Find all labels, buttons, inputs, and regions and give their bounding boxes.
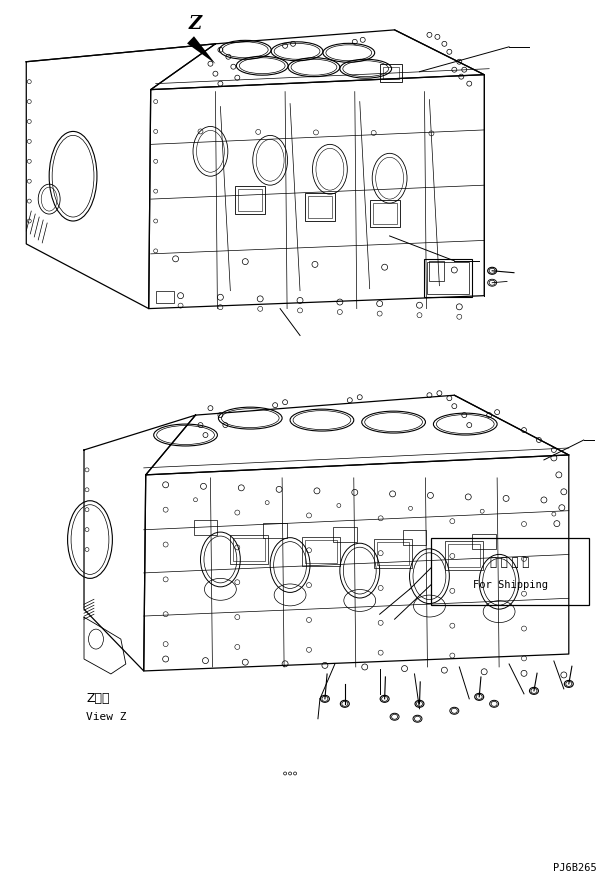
Bar	[263, 523, 287, 538]
Bar	[472, 534, 496, 549]
Bar	[156, 290, 174, 303]
Bar	[445, 541, 483, 571]
Bar	[430, 261, 444, 281]
Polygon shape	[187, 36, 216, 64]
Bar	[305, 540, 337, 564]
Bar	[403, 530, 426, 545]
Bar	[230, 535, 268, 565]
Text: Z: Z	[189, 15, 202, 33]
Bar	[425, 258, 472, 296]
Bar	[194, 519, 218, 535]
Bar	[333, 527, 357, 542]
Bar	[302, 536, 340, 566]
Bar	[374, 539, 412, 568]
Bar	[308, 196, 332, 218]
Text: PJ6B265: PJ6B265	[553, 863, 597, 873]
Bar	[431, 537, 589, 605]
Text: Z　視: Z 視	[86, 692, 109, 705]
Bar	[238, 189, 262, 211]
Text: For Shipping: For Shipping	[472, 581, 547, 590]
Bar	[233, 537, 265, 561]
Bar	[370, 200, 400, 227]
Bar	[373, 203, 397, 225]
Bar	[382, 66, 398, 79]
Bar	[235, 186, 265, 214]
Bar	[428, 262, 469, 294]
Bar	[379, 64, 401, 81]
Text: View Z: View Z	[86, 712, 126, 722]
Text: 連 携 部 品: 連 携 部 品	[491, 556, 530, 569]
Bar	[448, 543, 480, 567]
Bar	[376, 542, 409, 566]
Bar	[305, 193, 335, 221]
